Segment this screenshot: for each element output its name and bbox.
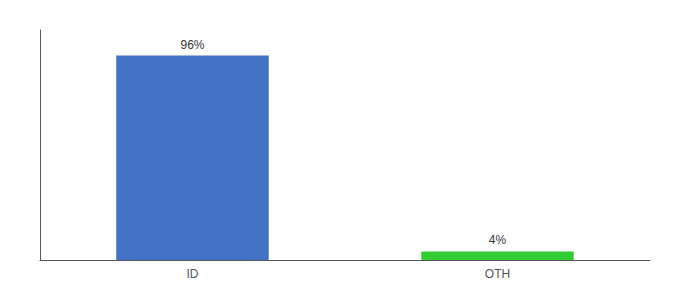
svg-text:4%: 4% bbox=[489, 233, 507, 247]
svg-text:OTH: OTH bbox=[485, 267, 510, 281]
svg-text:ID: ID bbox=[187, 267, 199, 281]
svg-text:96%: 96% bbox=[180, 38, 204, 52]
